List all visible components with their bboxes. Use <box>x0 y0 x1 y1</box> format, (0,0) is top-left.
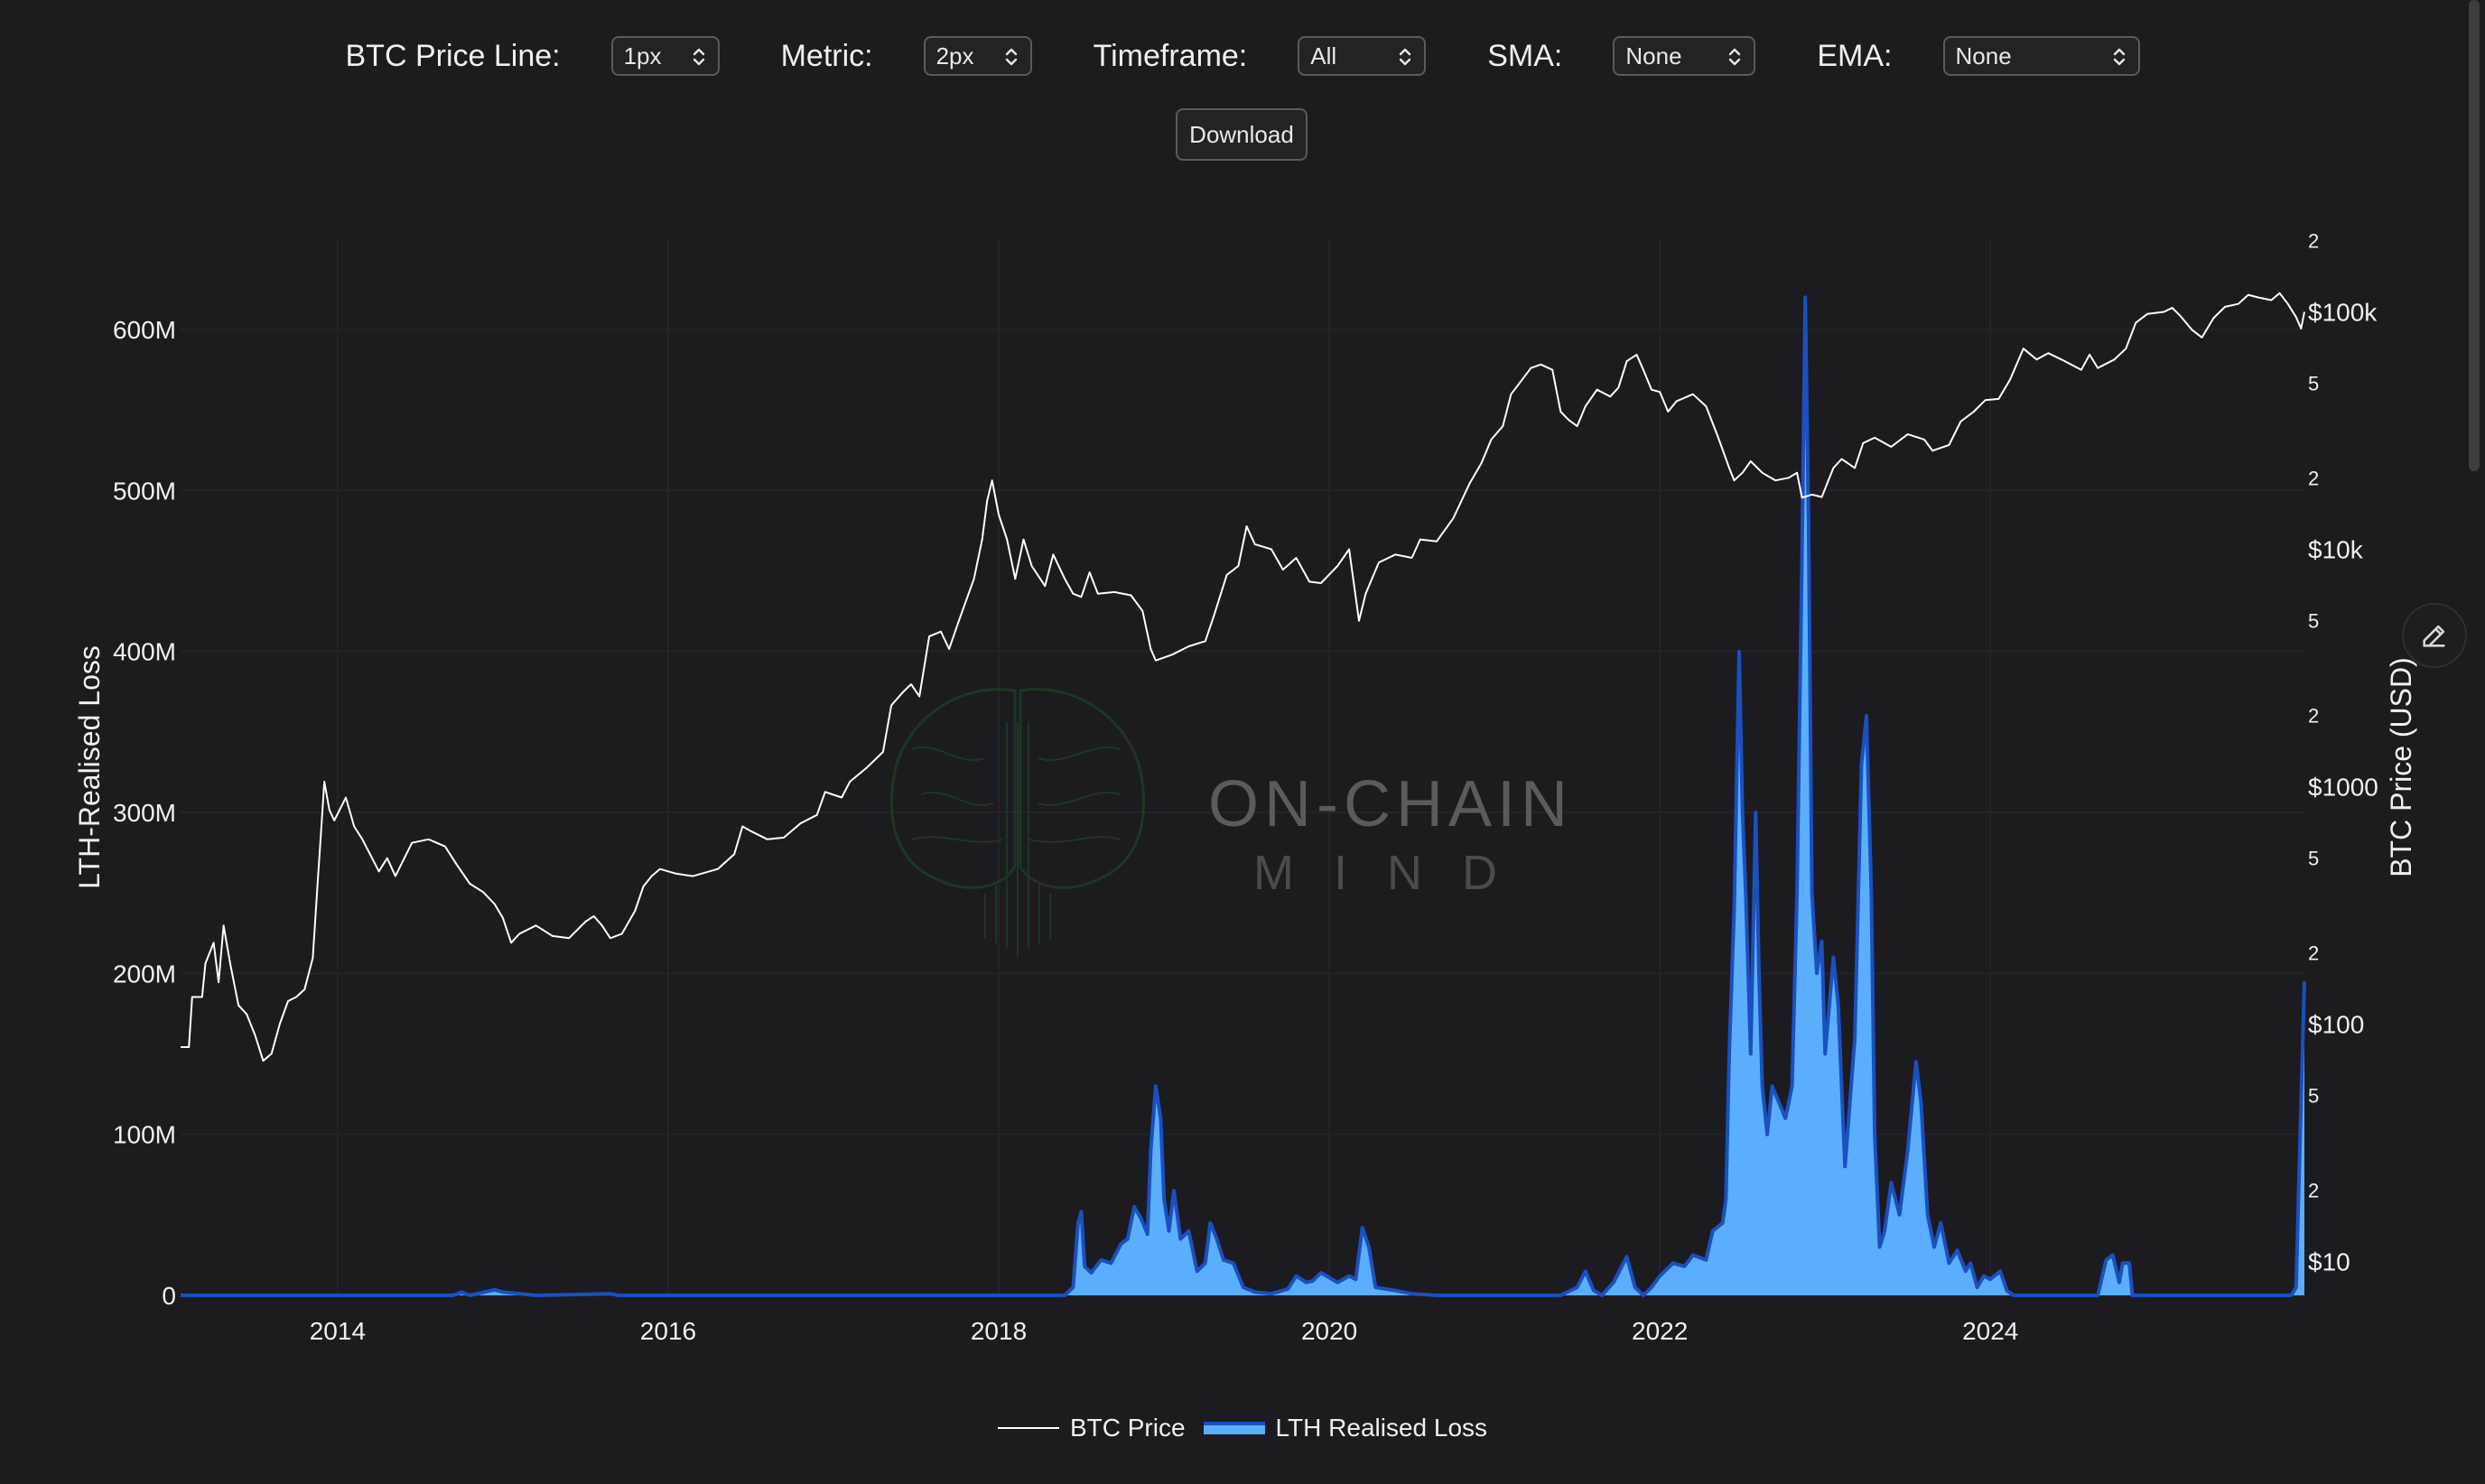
price-line <box>181 292 2305 1062</box>
y2-tick-label: 2 <box>2308 229 2319 252</box>
x-tick-label: 2022 <box>1632 1317 1688 1345</box>
pencil-icon <box>2423 625 2445 647</box>
select-value: 2px <box>935 42 974 70</box>
chart-controls: BTC Price Line: 1px Metric: 2px Timeframe: Al… <box>0 27 2485 85</box>
control-4: EMA: None <box>1817 36 2140 76</box>
control-label: EMA: <box>1817 38 1893 73</box>
select-value: All <box>1310 42 1337 70</box>
updown-chevron-icon <box>2113 48 2125 66</box>
updown-chevron-icon <box>1400 48 1411 66</box>
y-tick-label: 200M <box>113 960 176 988</box>
control-0: BTC Price Line: 1px <box>346 36 720 76</box>
legend: BTC Price LTH Realised Loss <box>0 1414 2485 1442</box>
watermark: ON-CHAIN MIND <box>889 688 1573 957</box>
y-axis-right-label: BTC Price (USD) <box>2385 657 2417 877</box>
legend-label: BTC Price <box>1069 1414 1186 1442</box>
select-value: None <box>1955 42 2012 70</box>
watermark-line1: ON-CHAIN <box>1208 768 1573 840</box>
y2-tick-label: 5 <box>2308 848 2319 870</box>
x-tick-label: 2016 <box>640 1317 696 1345</box>
download-button[interactable]: Download <box>1176 108 1308 161</box>
updown-chevron-icon <box>1729 48 1741 66</box>
updown-chevron-icon <box>1005 48 1017 66</box>
control-label: Timeframe: <box>1093 38 1248 73</box>
watermark-line2: MIND <box>1253 846 1537 900</box>
y-tick-label: 300M <box>113 799 176 827</box>
series-lth-realised-loss <box>181 295 2306 1297</box>
control-select[interactable]: 1px <box>610 36 720 76</box>
y-axis-left-label: LTH-Realised Loss <box>73 645 106 889</box>
edit-button[interactable] <box>2402 603 2467 668</box>
y2-tick-label: $10k <box>2308 535 2364 563</box>
y-tick-label: 600M <box>113 316 176 344</box>
y2-tick-label: 2 <box>2308 941 2319 964</box>
updown-chevron-icon <box>693 48 704 66</box>
y2-tick-label: 2 <box>2308 704 2319 727</box>
legend-swatch-line <box>997 1427 1059 1429</box>
legend-item-btc-price[interactable]: BTC Price <box>997 1414 1186 1442</box>
grid <box>181 239 2304 1296</box>
y2-tick-label: $100 <box>2308 1010 2364 1038</box>
y-tick-label: 500M <box>113 477 176 505</box>
axes: 0 100M 200M 300M 400M 500M 600M 2014 2016 2018 202… <box>113 229 2378 1345</box>
y2-tick-label: $100k <box>2308 298 2378 326</box>
y2-tick-label: 5 <box>2308 1085 2319 1108</box>
y2-tick-label: $10 <box>2308 1247 2350 1275</box>
y2-tick-label: 5 <box>2308 610 2319 633</box>
select-value: None <box>1625 42 1682 70</box>
legend-label: LTH Realised Loss <box>1275 1414 1488 1442</box>
control-label: SMA: <box>1487 38 1563 73</box>
control-label: Metric: <box>780 38 873 73</box>
x-tick-label: 2014 <box>310 1317 366 1345</box>
control-select[interactable]: 2px <box>923 36 1032 76</box>
legend-item-lth-realised-loss[interactable]: LTH Realised Loss <box>1203 1414 1488 1442</box>
legend-swatch-area <box>1203 1422 1265 1434</box>
y-tick-label: 400M <box>113 638 176 666</box>
brain-icon <box>889 688 1146 957</box>
y-tick-label: 100M <box>113 1121 176 1149</box>
loss-line <box>181 295 2306 1297</box>
control-2: Timeframe: All <box>1094 36 1427 76</box>
x-tick-label: 2024 <box>1962 1317 2018 1345</box>
control-3: SMA: None <box>1487 36 1756 76</box>
y2-tick-label: $1000 <box>2308 773 2378 801</box>
control-label: BTC Price Line: <box>345 38 561 73</box>
x-tick-label: 2018 <box>971 1317 1027 1345</box>
control-select[interactable]: None <box>1613 36 1756 76</box>
series-btc-price <box>181 292 2305 1062</box>
scrollbar[interactable] <box>2469 0 2480 471</box>
y-tick-label: 0 <box>162 1282 176 1310</box>
x-tick-label: 2020 <box>1301 1317 1357 1345</box>
control-1: Metric: 2px <box>781 36 1032 76</box>
control-select[interactable]: All <box>1298 36 1427 76</box>
control-select[interactable]: None <box>1942 36 2140 76</box>
select-value: 1px <box>623 42 662 70</box>
y2-tick-label: 2 <box>2308 1179 2319 1201</box>
y2-tick-label: 2 <box>2308 467 2319 489</box>
y2-tick-label: 5 <box>2308 373 2319 395</box>
